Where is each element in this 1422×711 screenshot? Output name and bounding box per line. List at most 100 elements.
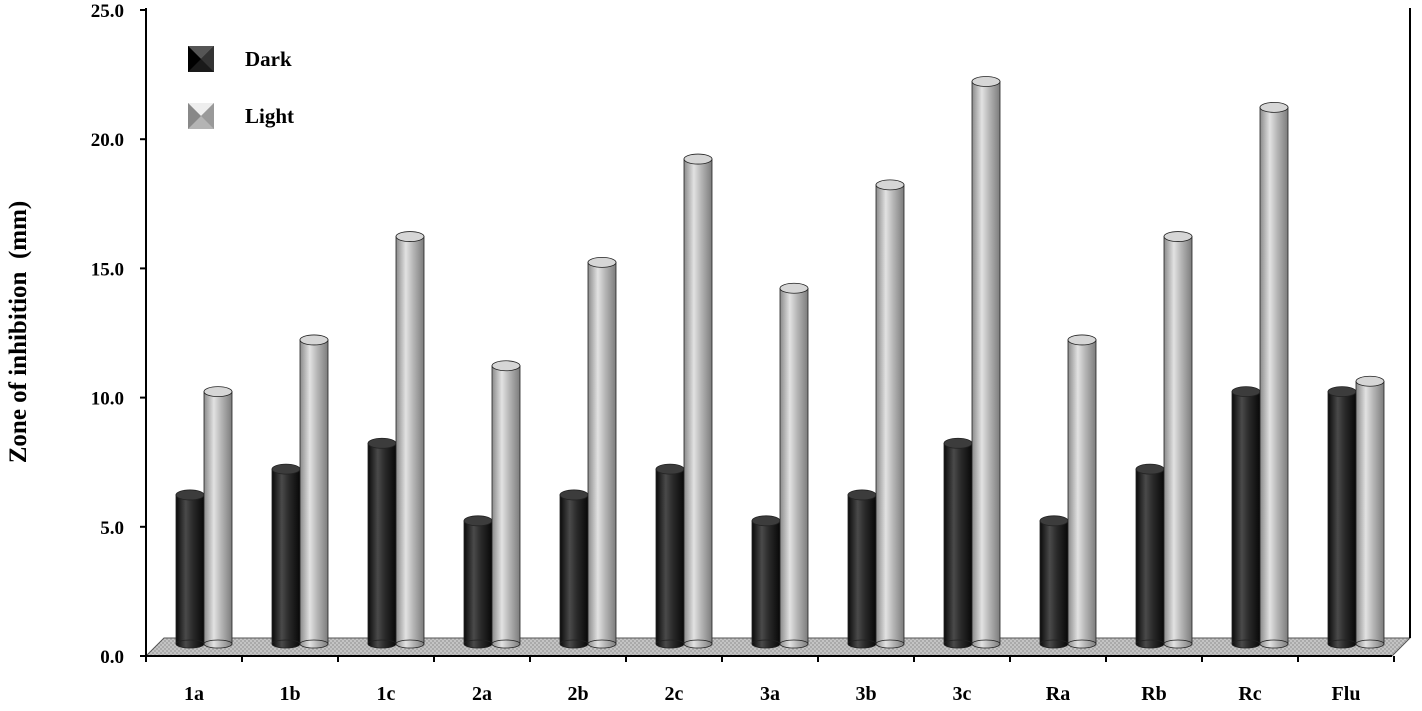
bar-light-body (971, 81, 1001, 645)
bar-light-body (203, 391, 233, 645)
bar-dark (175, 489, 205, 649)
bar-light-body (683, 158, 713, 645)
bar-dark-base (175, 639, 205, 649)
bar-light (779, 282, 809, 649)
bar-dark-base (751, 639, 781, 649)
x-axis-ticks (145, 656, 1395, 662)
bar-dark-base (1231, 639, 1261, 649)
bar-dark-cap (655, 463, 685, 475)
category-label: 1a (184, 683, 204, 705)
bar-light-cap (491, 360, 521, 372)
category-label: 1b (279, 683, 300, 705)
bar-light-base (491, 639, 521, 649)
bar-dark (1135, 463, 1165, 649)
bar-dark-base (655, 639, 685, 649)
bar-light-body (491, 365, 521, 645)
bar-dark-base (1327, 639, 1357, 649)
category-label: Rc (1238, 683, 1261, 705)
y-tick-label: 25.0 (91, 1, 124, 22)
y-tick-label: 5.0 (100, 518, 124, 539)
bar-dark-body (655, 468, 685, 645)
bar-dark-base (271, 639, 301, 649)
bar-light-base (395, 639, 425, 649)
bar-light-base (875, 639, 905, 649)
bars (175, 76, 1385, 649)
bar-dark (943, 437, 973, 649)
bar-dark (847, 489, 877, 649)
bar-light (1355, 375, 1385, 649)
bar-light-body (1355, 380, 1385, 645)
bar-light-base (299, 639, 329, 649)
legend-swatch-dark (188, 46, 214, 72)
bar-dark-body (559, 494, 589, 645)
bar-dark (1327, 386, 1357, 649)
category-label: 3c (953, 683, 972, 705)
bar-light (395, 231, 425, 649)
bar-dark-cap (559, 489, 589, 501)
bar-dark-base (367, 639, 397, 649)
bar-light-cap (875, 179, 905, 191)
category-label: 2b (567, 683, 588, 705)
bar-light-body (299, 339, 329, 645)
bar-dark (367, 437, 397, 649)
legend-swatch-light (188, 103, 214, 129)
bar-light-base (971, 639, 1001, 649)
bar-dark-cap (271, 463, 301, 475)
bar-light-cap (971, 76, 1001, 87)
bar-light (203, 386, 233, 649)
bar-light-base (203, 639, 233, 649)
bar-dark (559, 489, 589, 649)
bar-dark-body (1231, 391, 1261, 645)
bar-dark-cap (1231, 386, 1261, 398)
bar-light-base (1355, 639, 1385, 649)
bar-light-cap (683, 153, 713, 165)
bar-light-base (1163, 639, 1193, 649)
bar-dark (1039, 515, 1069, 649)
bar-light-cap (1163, 231, 1193, 242)
y-tick-label: 20.0 (91, 130, 124, 151)
y-axis-ticks: 0.0 5.0 10.0 15.0 20.0 25.0 (91, 1, 146, 668)
bar-light-body (1163, 236, 1193, 645)
bar-light-body (779, 287, 809, 645)
bar-light-cap (395, 231, 425, 242)
bar-light (971, 76, 1001, 649)
category-label: 2c (665, 683, 684, 705)
bar-dark-body (1039, 520, 1069, 645)
bar-dark-cap (751, 515, 781, 527)
bar-light-base (1067, 639, 1097, 649)
bar-light-cap (1355, 375, 1385, 387)
bar-dark-cap (847, 489, 877, 501)
bar-dark-base (943, 639, 973, 649)
bar-dark (751, 515, 781, 649)
bar-dark-body (1327, 391, 1357, 645)
bar-light (587, 256, 617, 649)
legend-label-light: Light (245, 104, 294, 128)
bar-dark-cap (1135, 463, 1165, 475)
y-axis-title: Zone of inhibition (mm) (5, 201, 32, 464)
bar-dark-body (943, 442, 973, 645)
bar-dark (271, 463, 301, 649)
bar-light-cap (299, 334, 329, 346)
bar-light (1163, 231, 1193, 649)
bar-dark-cap (1327, 386, 1357, 398)
bar-dark-base (463, 639, 493, 649)
bar-light-cap (203, 386, 233, 398)
category-label: Flu (1332, 683, 1361, 705)
category-label: 1c (377, 683, 396, 705)
category-label: 3b (855, 683, 876, 705)
bar-light (1067, 334, 1097, 649)
bar-light-base (1259, 639, 1289, 649)
category-labels: 1a 1b 1c 2a 2b 2c 3a 3b 3c Ra Rb Rc Flu (184, 683, 1360, 705)
bar-light-cap (587, 256, 617, 268)
bar-dark-body (463, 520, 493, 645)
bar-light (299, 334, 329, 649)
bar-light-base (779, 639, 809, 649)
bar-light-body (1259, 106, 1289, 645)
bar-light (683, 153, 713, 649)
bar-dark-cap (367, 437, 397, 449)
bar-dark-base (847, 639, 877, 649)
bar-light-body (875, 184, 905, 645)
bar-dark-base (1135, 639, 1165, 649)
bar-light-body (1067, 339, 1097, 645)
